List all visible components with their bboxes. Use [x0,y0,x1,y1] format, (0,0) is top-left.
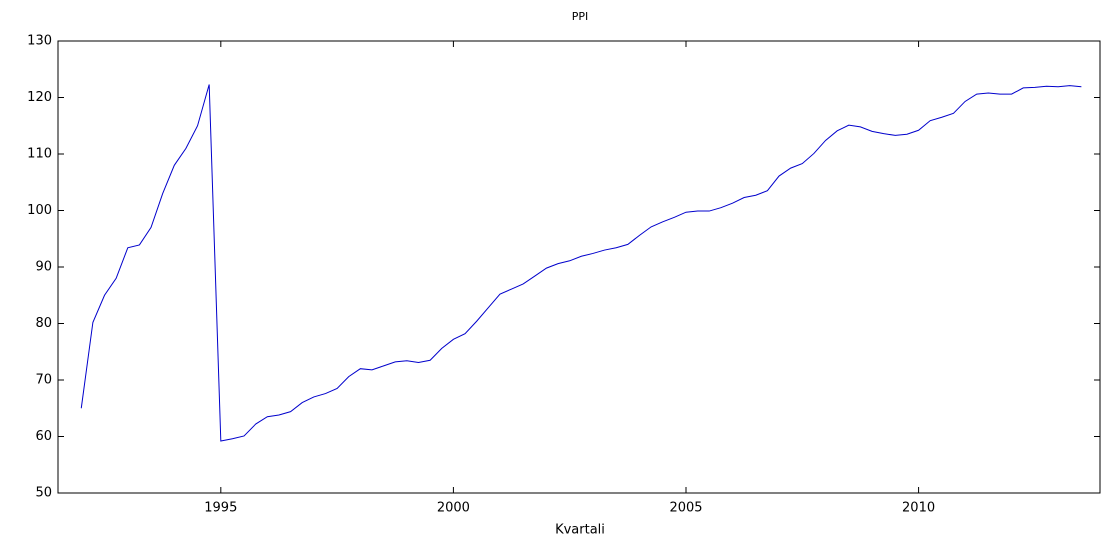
x-tick-label: 2000 [437,501,470,516]
y-tick-label: 110 [27,147,52,162]
plot-frame [57,40,1101,494]
y-tick-label: 130 [27,34,52,49]
y-tick-label: 90 [35,260,52,275]
y-tick-label: 50 [35,486,52,501]
data-line [80,84,1082,442]
y-tick-label: 70 [35,373,52,388]
x-axis-label: Kvartali [555,523,605,538]
x-tick-label: 2005 [669,501,702,516]
y-tick-label: 100 [27,203,52,218]
y-tick-label: 120 [27,90,52,105]
y-tick-label: 80 [35,316,52,331]
x-tick-label: 1995 [204,501,237,516]
chart-title: PPI [572,10,589,23]
y-tick-label: 60 [35,429,52,444]
x-tick-label: 2010 [902,501,935,516]
